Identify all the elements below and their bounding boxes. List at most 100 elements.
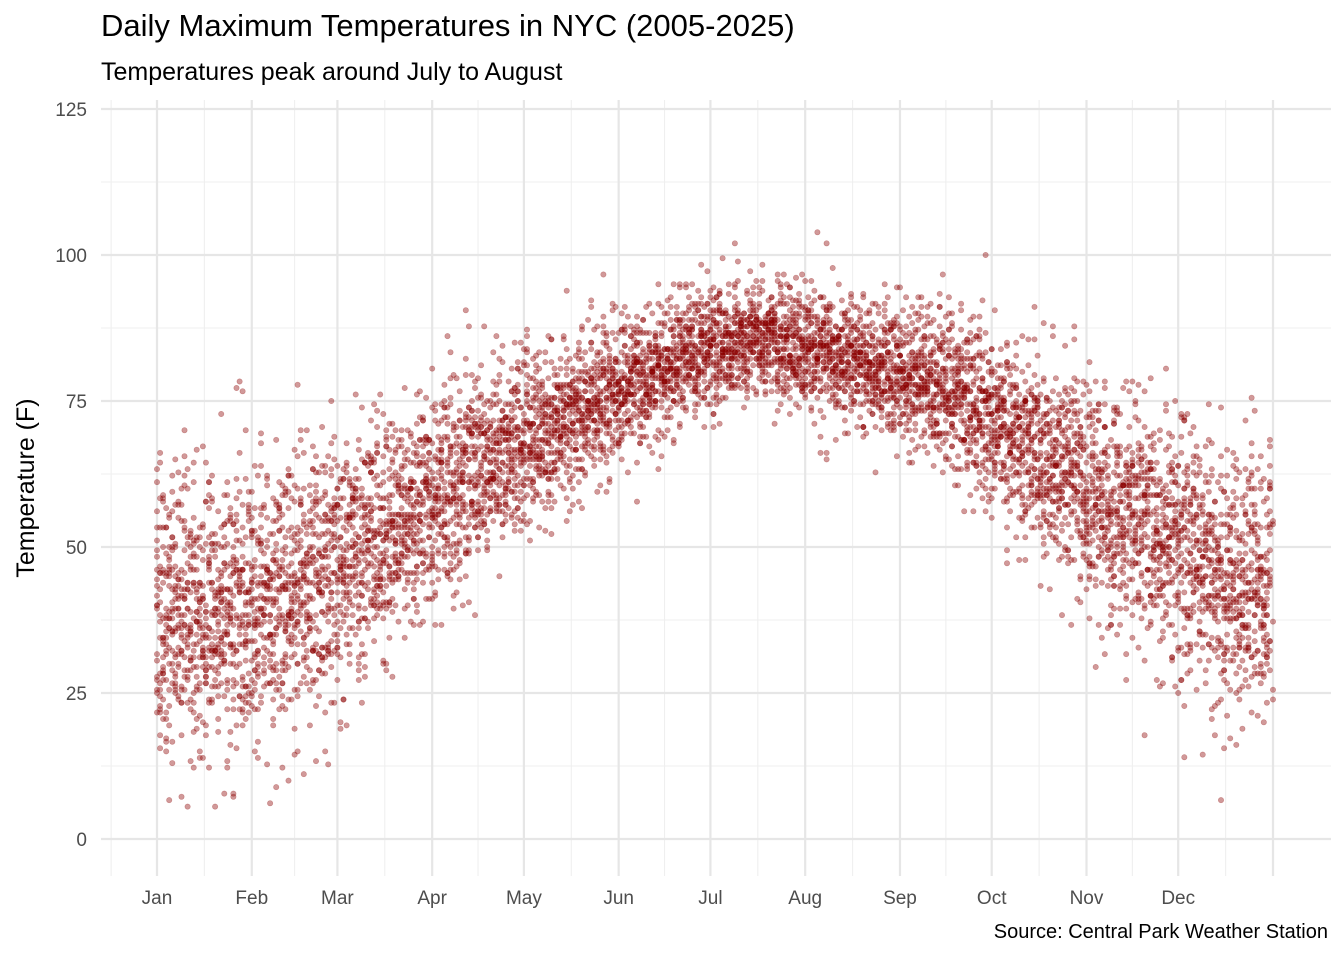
data-point: [765, 326, 772, 333]
data-point: [1263, 660, 1270, 667]
data-point: [245, 709, 252, 716]
data-point: [1132, 495, 1139, 502]
data-point: [777, 300, 784, 307]
data-point: [465, 323, 472, 330]
data-point: [297, 612, 304, 619]
data-point: [386, 527, 393, 534]
data-point: [270, 715, 277, 722]
data-point: [276, 686, 283, 693]
data-point: [401, 634, 408, 641]
data-point: [404, 524, 411, 531]
data-point: [1123, 595, 1130, 602]
data-point: [245, 505, 252, 512]
data-point: [242, 534, 249, 541]
data-point: [257, 430, 264, 437]
data-point: [401, 517, 408, 524]
data-point: [698, 294, 705, 301]
data-point: [1123, 550, 1130, 557]
data-point: [615, 407, 622, 414]
data-point: [893, 453, 900, 460]
data-point: [190, 459, 197, 466]
data-point: [260, 654, 267, 661]
data-point: [264, 514, 271, 521]
data-point: [206, 764, 213, 771]
data-point: [377, 560, 384, 567]
data-point: [903, 323, 910, 330]
data-point: [670, 440, 677, 447]
data-point: [248, 702, 255, 709]
data-point: [245, 511, 252, 518]
data-point: [796, 290, 803, 297]
data-point: [646, 394, 653, 401]
data-point: [1101, 556, 1108, 563]
data-point: [1257, 660, 1264, 667]
data-point: [1010, 420, 1017, 427]
data-point: [322, 462, 329, 469]
data-point: [1046, 586, 1053, 593]
data-point: [187, 696, 194, 703]
data-point: [734, 300, 741, 307]
data-point: [505, 479, 512, 486]
data-point: [1242, 550, 1249, 557]
data-point: [569, 378, 576, 385]
data-point: [380, 521, 387, 528]
data-point: [224, 479, 231, 486]
data-point: [511, 482, 518, 489]
data-point: [413, 420, 420, 427]
data-point: [734, 375, 741, 382]
data-point: [750, 284, 757, 291]
data-point: [1254, 712, 1261, 719]
data-point: [1037, 391, 1044, 398]
data-point: [511, 521, 518, 528]
data-point: [212, 676, 219, 683]
data-point: [468, 501, 475, 508]
data-point: [750, 384, 757, 391]
data-point: [181, 517, 188, 524]
data-point: [459, 453, 466, 460]
data-point: [1257, 479, 1264, 486]
data-point: [202, 602, 209, 609]
data-point: [456, 407, 463, 414]
data-point: [230, 696, 237, 703]
data-point: [419, 560, 426, 567]
data-point: [377, 582, 384, 589]
data-point: [676, 391, 683, 398]
data-point: [254, 472, 261, 479]
data-point: [1178, 605, 1185, 612]
data-point: [1031, 407, 1038, 414]
data-point: [756, 284, 763, 291]
data-point: [848, 300, 855, 307]
data-point: [737, 384, 744, 391]
data-point: [441, 566, 448, 573]
data-point: [881, 313, 888, 320]
data-point: [783, 346, 790, 353]
data-point: [349, 543, 356, 550]
data-point: [1098, 537, 1105, 544]
data-point: [371, 401, 378, 408]
data-point: [267, 657, 274, 664]
data-point: [927, 414, 934, 421]
data-point: [294, 618, 301, 625]
data-point: [474, 482, 481, 489]
data-point: [1270, 696, 1277, 703]
data-point: [851, 323, 858, 330]
data-point: [523, 381, 530, 388]
data-point: [1211, 732, 1218, 739]
data-point: [796, 355, 803, 362]
data-point: [964, 355, 971, 362]
data-point: [309, 443, 316, 450]
data-point: [753, 391, 760, 398]
data-point: [909, 320, 916, 327]
data-point: [432, 589, 439, 596]
data-point: [410, 540, 417, 547]
data-point: [1040, 534, 1047, 541]
data-point: [312, 511, 319, 518]
data-point: [1089, 414, 1096, 421]
data-point: [854, 381, 861, 388]
data-point: [1117, 605, 1124, 612]
data-point: [1092, 440, 1099, 447]
data-point: [1016, 556, 1023, 563]
data-point: [423, 595, 430, 602]
data-point: [600, 365, 607, 372]
data-point: [371, 615, 378, 622]
